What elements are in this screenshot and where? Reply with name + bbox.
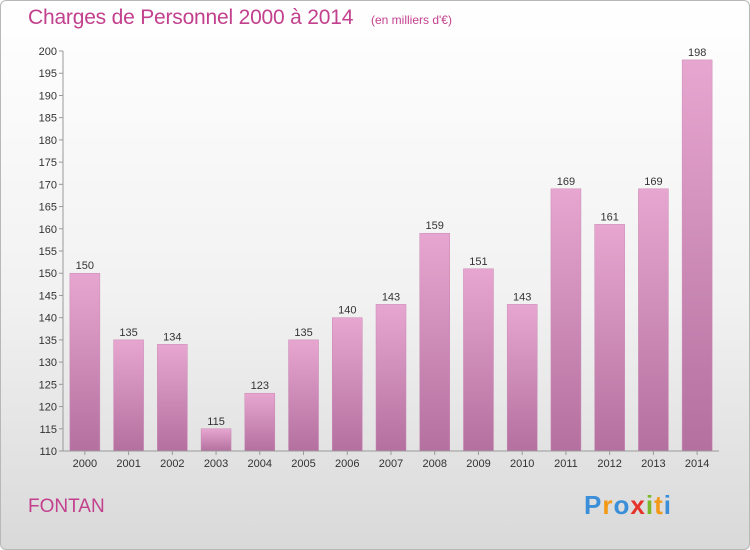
y-tick-label: 145 [39,290,57,302]
data-label: 169 [557,176,575,188]
bar-2008 [419,232,450,452]
x-tick-label: 2010 [510,458,534,470]
data-label: 150 [76,260,94,272]
y-tick-label: 130 [39,357,57,369]
chart-subtitle: (en milliers d'€) [371,13,452,27]
y-tick-label: 115 [39,424,57,436]
y-tick-label: 180 [39,135,57,147]
y-tick-label: 155 [39,246,57,258]
logo-letter: t [654,490,664,520]
data-label: 169 [644,176,662,188]
bar-2007 [375,304,407,452]
x-tick-label: 2006 [335,458,359,470]
bar-2000 [69,272,101,452]
data-label: 161 [600,211,618,223]
y-tick-label: 120 [39,402,57,414]
y-tick-label: 190 [39,90,57,102]
y-tick-label: 165 [39,202,57,214]
y-tick-label: 175 [39,157,57,169]
y-tick-label: 110 [39,446,57,458]
data-label: 123 [251,380,269,392]
y-tick-label: 200 [39,46,57,58]
bar-2002 [157,344,188,452]
bars: 150 135 134 115 123 135 140 143 159 151 143 169 161 1… [69,47,713,452]
data-label: 115 [207,416,225,428]
x-tick-label: 2002 [160,458,184,470]
y-axis: 110 115 120 125 130 135 140 145 150 155 160 165 170 1… [39,46,64,458]
bar-2005 [288,339,319,452]
logo-letter: o [613,490,631,520]
bar-2003 [200,428,232,452]
data-label: 143 [382,291,400,303]
x-tick-label: 2012 [597,458,621,470]
bar-2012 [594,224,625,452]
proxiti-logo: Proxiti [584,490,672,521]
bar-2009 [463,268,494,452]
x-tick-label: 2004 [248,458,272,470]
x-tick-label: 2013 [641,458,665,470]
y-tick-label: 135 [39,335,57,347]
x-axis: 2000 2001 2002 2003 2004 2005 2006 2007 2008 2009… [63,450,719,470]
chart-title: Charges de Personnel 2000 à 2014 [28,6,354,29]
bar-2006 [332,317,363,452]
data-label: 159 [426,220,444,232]
logo-letter: r [602,490,614,520]
x-tick-label: 2007 [379,458,403,470]
x-tick-label: 2003 [204,458,228,470]
x-tick-label: 2008 [422,458,446,470]
place-name: FONTAN [28,496,105,517]
y-tick-label: 125 [39,379,57,391]
logo-letter: x [630,490,646,520]
x-tick-label: 2009 [466,458,490,470]
bar-2013 [638,188,669,452]
y-tick-label: 185 [39,113,57,125]
logo-letter: i [663,490,672,520]
bar-2004 [244,392,276,452]
logo-letter: P [584,490,603,520]
data-label: 198 [688,47,706,59]
x-tick-label: 2005 [291,458,315,470]
bar-2014 [681,59,713,452]
data-label: 134 [163,331,181,343]
bar-2011 [550,188,582,452]
data-label: 135 [294,327,312,339]
bar-2010 [506,304,538,452]
y-tick-label: 195 [39,68,57,80]
y-tick-label: 170 [39,179,57,191]
bar-2001 [113,339,144,452]
x-tick-label: 2014 [685,458,709,470]
x-tick-label: 2011 [554,458,578,470]
y-tick-label: 160 [39,224,57,236]
x-tick-label: 2001 [116,458,140,470]
x-tick-label: 2000 [73,458,97,470]
data-label: 143 [513,291,531,303]
y-tick-label: 140 [39,313,57,325]
data-label: 140 [338,305,356,317]
data-label: 151 [469,256,487,268]
logo-letter: i [645,490,655,520]
y-tick-label: 150 [39,268,57,280]
data-label: 135 [119,327,137,339]
